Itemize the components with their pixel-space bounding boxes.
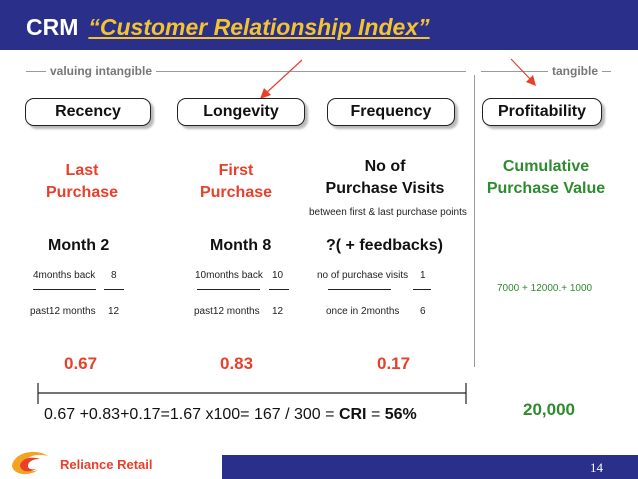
page-number: 14 xyxy=(590,460,603,475)
measure-last-purchase: Last Purchase xyxy=(45,162,119,201)
recency-numerator: 8 xyxy=(111,270,117,281)
column-separator xyxy=(474,75,475,367)
cri-value: 56% xyxy=(384,406,417,423)
score-frequency: 0.17 xyxy=(377,354,411,373)
longevity-numerator: 10 xyxy=(272,270,284,281)
arrow-to-longevity-icon xyxy=(260,59,303,99)
frequency-fraction-line xyxy=(328,289,391,290)
recency-fraction-line-value xyxy=(104,289,124,290)
frequency-numerator-label: no of purchase visits xyxy=(317,270,409,281)
tangible-divider xyxy=(481,71,611,72)
pill-profitability: Profitability xyxy=(482,98,602,126)
title-crm: CRM xyxy=(26,14,79,40)
measure-first-purchase: First Purchase xyxy=(199,162,273,201)
slide-title: CRM “Customer Relationship Index” xyxy=(26,14,430,40)
title-index-name: “Customer Relationship Index” xyxy=(88,14,430,40)
summation-bracket xyxy=(37,383,467,404)
cri-formula: 0.67 +0.83+0.17=1.67 x100= 167 / 300 = C… xyxy=(44,406,417,424)
recency-numerator-label: 4months back xyxy=(33,270,96,281)
cri-formula-text: 0.67 +0.83+0.17=1.67 x100= 167 / 300 = xyxy=(44,406,339,423)
frequency-subnote: between first & last purchase points xyxy=(309,207,467,218)
reliance-logo-icon xyxy=(12,451,48,475)
section-label-intangible: valuing intangible xyxy=(46,64,157,78)
recency-denominator-label: past12 months xyxy=(30,306,96,317)
frequency-numerator: 1 xyxy=(420,270,426,281)
longevity-denominator-label: past12 months xyxy=(194,306,260,317)
score-longevity: 0.83 xyxy=(220,354,254,373)
pill-frequency: Frequency xyxy=(327,98,455,126)
recency-month: Month 2 xyxy=(48,237,110,254)
cri-equals: = xyxy=(366,406,385,423)
title-bar xyxy=(0,0,638,50)
frequency-denominator: 6 xyxy=(420,306,426,317)
pill-longevity: Longevity xyxy=(177,98,305,126)
longevity-denominator: 12 xyxy=(272,306,284,317)
arrow-to-profitability-icon xyxy=(510,58,536,86)
measure-purchase-visits: No of Purchase Visits xyxy=(325,158,445,197)
intangible-divider xyxy=(26,71,466,72)
measure-cumulative-value: Cumulative Purchase Value xyxy=(486,158,606,197)
brand-name: Reliance Retail xyxy=(60,457,153,472)
footer-bar xyxy=(222,455,638,479)
profitability-calc: 7000 + 12000.+ 1000 xyxy=(497,283,593,294)
frequency-denominator-label: once in 2months xyxy=(326,306,400,317)
cri-label: CRI xyxy=(338,406,367,423)
profitability-total: 20,000 xyxy=(523,400,575,419)
section-label-tangible: tangible xyxy=(548,64,603,78)
score-recency: 0.67 xyxy=(64,354,98,373)
recency-fraction-line xyxy=(33,289,96,290)
longevity-month: Month 8 xyxy=(210,237,272,254)
pill-recency: Recency xyxy=(25,98,151,126)
longevity-fraction-line-value xyxy=(269,289,289,290)
frequency-month: ?( + feedbacks) xyxy=(326,237,443,254)
longevity-fraction-line xyxy=(197,289,260,290)
frequency-fraction-line-value xyxy=(413,289,431,290)
longevity-numerator-label: 10months back xyxy=(195,270,263,281)
recency-denominator: 12 xyxy=(108,306,120,317)
